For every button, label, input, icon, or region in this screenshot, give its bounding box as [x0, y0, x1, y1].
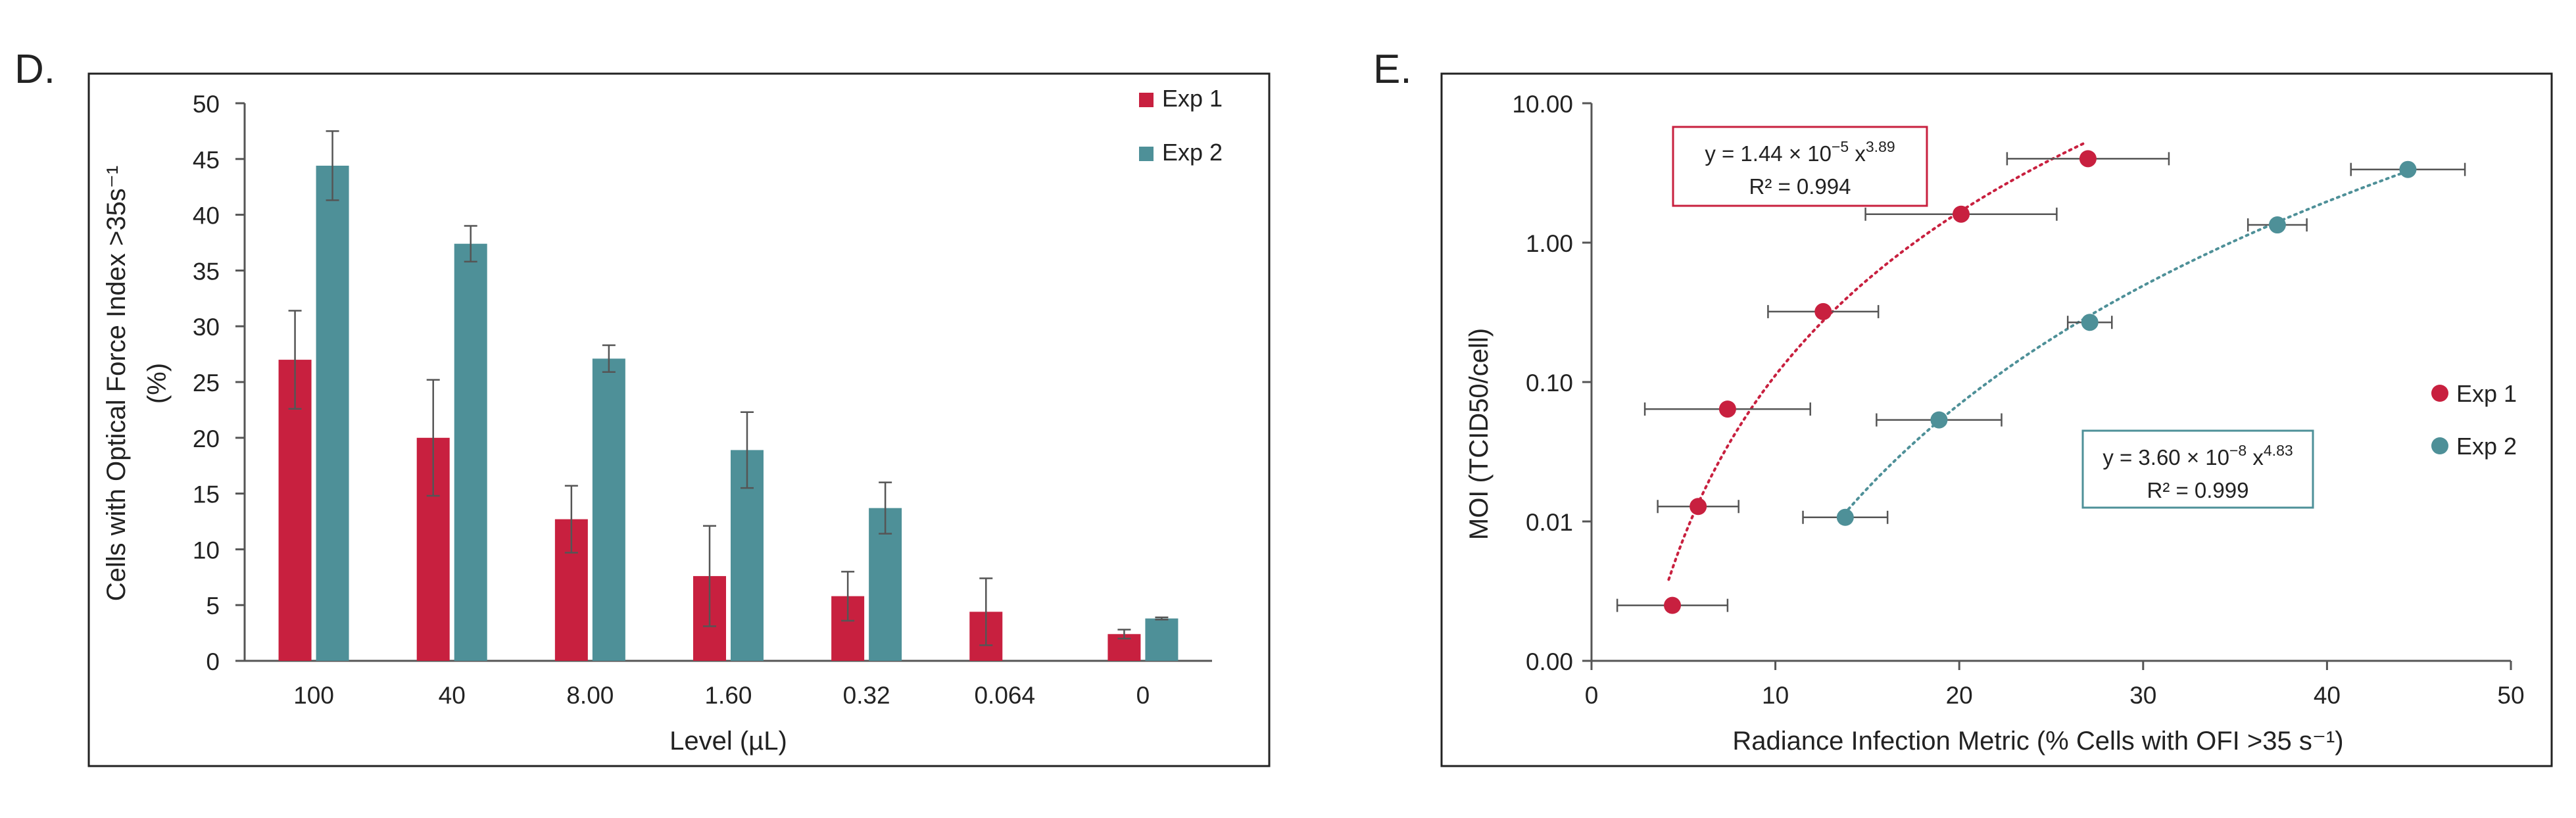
legend-swatch-exp1: [1139, 93, 1154, 107]
y-tick-label: 10: [193, 537, 220, 564]
x-tick-label: 1.60: [704, 682, 752, 709]
equation-part: −5: [1832, 138, 1849, 155]
legend-marker-exp2: [2431, 437, 2448, 454]
data-point-exp1: [1952, 205, 1970, 223]
x-axis-title: Radiance Infection Metric (% Cells with …: [1732, 727, 2343, 756]
equation-part: x: [2247, 445, 2264, 469]
y-tick-label: 15: [193, 481, 220, 508]
bar-exp1: [278, 360, 312, 661]
x-tick-label: 40: [439, 682, 466, 709]
equation-part: −8: [2229, 442, 2247, 459]
data-point-exp2: [2081, 314, 2099, 331]
panel-e-frame: [1440, 72, 2553, 767]
x-tick-label: 100: [293, 682, 334, 709]
y-tick-label: 5: [206, 592, 220, 619]
legend-label: Exp 1: [1162, 85, 1223, 112]
x-tick-label: 0: [1136, 682, 1150, 709]
panel-e-letter: E.: [1373, 47, 1412, 92]
x-tick-label: 8.00: [566, 682, 614, 709]
y-tick-label: 45: [193, 147, 220, 174]
data-point-exp2: [1930, 411, 1948, 429]
data-point-exp2: [2399, 160, 2417, 178]
equation-part: x: [1849, 141, 1866, 166]
x-axis-title: Level (µL): [669, 727, 787, 756]
y-tick-label: 1.00: [1526, 230, 1573, 257]
y-tick-label: 30: [193, 314, 220, 341]
x-tick-label: 0.32: [843, 682, 890, 709]
legend-swatch-exp2: [1139, 147, 1154, 161]
data-point-exp2: [1836, 508, 1854, 526]
panel-d-letter: D.: [14, 47, 55, 92]
x-tick-label: 50: [2497, 682, 2524, 709]
y-axis-title-unit: (%): [143, 363, 172, 404]
bar-exp2: [1145, 618, 1179, 661]
fit-equation-exp1: y = 1.44 × 10−5 x3.89: [1705, 138, 1895, 166]
x-tick-label: 0.064: [974, 682, 1035, 709]
legend-marker-exp1: [2431, 385, 2448, 402]
data-point-exp1: [2079, 150, 2097, 168]
legend-label: Exp 1: [2456, 380, 2517, 407]
legend-label: Exp 2: [1162, 139, 1223, 166]
bar-exp2: [454, 243, 487, 661]
y-tick-label: 40: [193, 203, 220, 229]
x-tick-label: 10: [1762, 682, 1789, 709]
y-tick-label: 0.01: [1526, 509, 1573, 536]
bar-exp2: [316, 165, 349, 661]
data-point-exp2: [2268, 216, 2286, 234]
panel-d-frame: [87, 72, 1271, 767]
x-tick-label: 30: [2129, 682, 2156, 709]
y-axis-title: MOI (TCID50/cell): [1465, 328, 1494, 540]
y-tick-label: 50: [193, 91, 220, 118]
fit-curve-exp1: [1667, 141, 2086, 581]
data-point-exp1: [1814, 302, 1832, 320]
data-point-exp1: [1689, 498, 1707, 516]
equation-part: 4.83: [2264, 442, 2293, 459]
y-tick-label: 10.00: [1512, 91, 1573, 118]
equation-part: y = 1.44 × 10: [1705, 141, 1832, 166]
scatter-chart: 0.00 0.01 0.10 1.00 10.00 0 10 20 30 40 50 Radiance…: [1465, 91, 2525, 756]
r-squared-exp2: R² = 0.999: [2147, 478, 2248, 502]
y-tick-label: 25: [193, 370, 220, 397]
y-axis-title: Cells with Optical Force Index >35s⁻¹: [102, 166, 131, 601]
legend-label: Exp 2: [2456, 433, 2517, 460]
x-tick-label: 40: [2314, 682, 2341, 709]
data-point-exp1: [1664, 596, 1682, 614]
equation-box-exp2: [2081, 429, 2314, 509]
y-tick-label: 0.00: [1526, 648, 1573, 675]
bar-exp2: [592, 358, 625, 661]
fit-equation-exp2: y = 3.60 × 10−8 x4.83: [2102, 442, 2293, 469]
x-tick-label: 0: [1585, 682, 1599, 709]
bar-chart: 0 5 10 15 20 25 30 35 40 45 50 100 40 8.00 1.60 0.32 0.0…: [102, 85, 1223, 756]
equation-box-exp1: [1672, 126, 1928, 207]
equation-part: 3.89: [1866, 138, 1895, 155]
data-point-exp1: [1718, 400, 1736, 418]
y-tick-label: 20: [193, 425, 220, 452]
x-tick-label: 20: [1946, 682, 1973, 709]
equation-part: y = 3.60 × 10: [2102, 445, 2229, 469]
y-tick-label: 0: [206, 648, 220, 675]
r-squared-exp1: R² = 0.994: [1749, 174, 1851, 199]
y-tick-label: 35: [193, 258, 220, 285]
y-tick-label: 0.10: [1526, 370, 1573, 397]
